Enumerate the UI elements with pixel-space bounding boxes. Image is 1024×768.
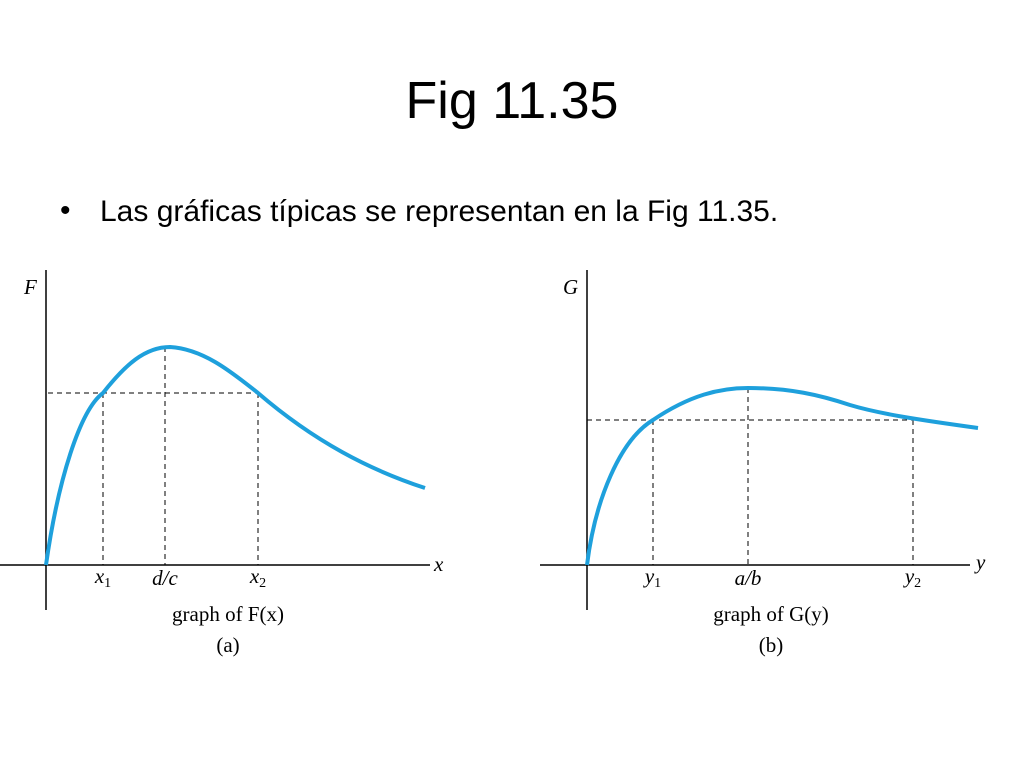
axis-label: x xyxy=(433,552,444,576)
panel-label: (a) xyxy=(216,633,239,657)
bullet-dot: • xyxy=(60,194,71,227)
axis-label: G xyxy=(563,275,578,299)
panel-b: G y y1 a/b y2 graph of G(y) (b) xyxy=(540,270,986,657)
tick-label: d/c xyxy=(152,566,178,590)
tick-label: x2 xyxy=(249,564,266,591)
panel-a: F x x1 d/c x2 graph of F(x) (a) xyxy=(0,270,444,657)
tick-label: y1 xyxy=(643,564,661,591)
panel-label: (b) xyxy=(759,633,784,657)
curve xyxy=(585,385,979,566)
slide-title: Fig 11.35 xyxy=(406,72,619,130)
tick-label: y2 xyxy=(903,564,921,591)
axis-label: F xyxy=(23,275,37,299)
curve xyxy=(44,344,426,566)
caption: graph of F(x) xyxy=(172,602,284,626)
tick-label: a/b xyxy=(735,566,762,590)
caption: graph of G(y) xyxy=(713,602,828,626)
axis-label: y xyxy=(974,550,986,574)
bullet-text: Las gráficas típicas se representan en l… xyxy=(100,195,778,228)
tick-label: x1 xyxy=(94,564,111,591)
